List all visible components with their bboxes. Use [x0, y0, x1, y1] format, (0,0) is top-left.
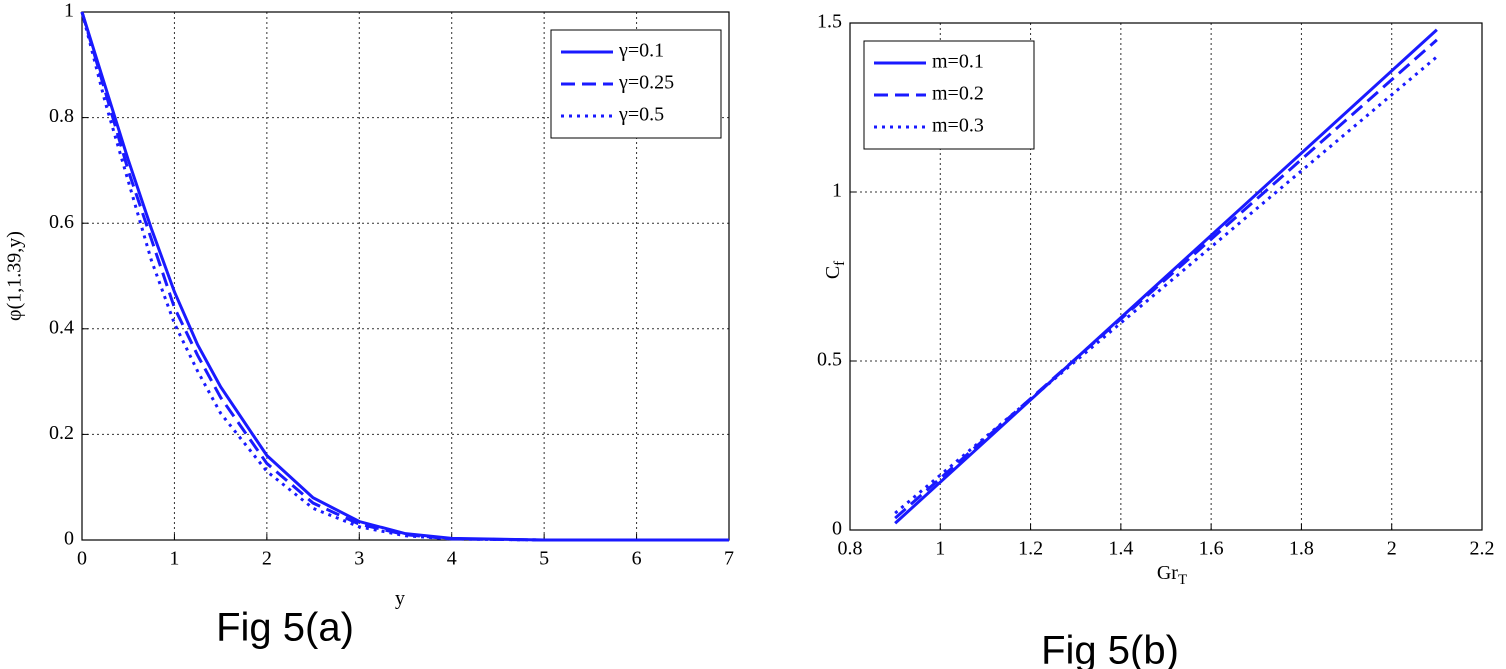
- series-line: [894, 55, 1438, 515]
- series-line: [894, 28, 1438, 525]
- x-axis-label: GrT: [1157, 562, 1187, 589]
- x-tick-label: 7: [724, 548, 734, 570]
- x-tick-label: 1.2: [1018, 538, 1043, 560]
- legend: m=0.1 m=0.2 m=0.3: [863, 40, 1035, 150]
- x-tick-label: 5: [539, 548, 549, 570]
- legend: γ=0.1 γ=0.25 γ=0.5: [550, 29, 722, 139]
- chart: 0.8 1 1.2 1.4 1.6 1.8 2 2.200.511.5m=0.1m=0.2m=…: [817, 11, 1495, 669]
- y-tick-label: 1: [64, 0, 74, 22]
- legend-label: γ=0.1: [618, 40, 664, 62]
- chart: 0 1 2 3 4 5 6 7 0 0.2 0.4 0.6 0.8 1 γ=0.1 γ=0.25 γ=0.5 y φ…: [4, 0, 734, 650]
- x-tick-label: 1: [935, 538, 945, 560]
- x-tick-label: 2: [1387, 538, 1397, 560]
- plot-frame: [81, 11, 730, 541]
- x-tick-label: 1.6: [1199, 538, 1224, 560]
- x-tick-label: 1.4: [1108, 538, 1133, 560]
- x-tick-label: 2: [262, 548, 272, 570]
- y-tick-label: 0: [64, 528, 74, 550]
- caption: Fig 5(a): [216, 606, 354, 650]
- x-tick-label: 1: [169, 548, 179, 570]
- x-tick-label: 3: [354, 548, 364, 570]
- legend-label: m=0.3: [932, 115, 984, 137]
- y-tick-label: 0.2: [49, 422, 74, 444]
- legend-box: [863, 40, 1035, 150]
- y-axis-label: φ(1,1.39,y): [4, 231, 26, 321]
- x-tick-label: 1.8: [1289, 538, 1314, 560]
- caption: Fig 5(b): [1041, 629, 1179, 669]
- legend-label: m=0.2: [932, 83, 984, 105]
- series-line: [894, 38, 1438, 520]
- y-axis-label-base: C: [822, 266, 844, 279]
- y-tick-label: 0.5: [817, 349, 842, 371]
- plot-frame: [849, 22, 1483, 531]
- y-tick-label: 0.8: [49, 105, 74, 127]
- x-tick-label: 0: [77, 548, 87, 570]
- y-tick-label: 0: [832, 518, 842, 540]
- legend-label: m=0.1: [932, 51, 984, 73]
- y-axis-label-subscript: f: [832, 261, 848, 266]
- x-tick-label: 0.8: [838, 538, 863, 560]
- x-tick-label: 2.2: [1470, 538, 1495, 560]
- y-axis-label: Cf: [822, 261, 849, 279]
- series-line: [80, 11, 729, 542]
- legend-label: γ=0.25: [618, 72, 674, 94]
- x-tick-label: 6: [632, 548, 642, 570]
- y-tick-label: 1.5: [817, 11, 842, 33]
- series-line: [80, 11, 729, 542]
- x-axis-label: y: [395, 588, 405, 610]
- y-tick-label: 0.4: [49, 316, 74, 338]
- y-tick-label: 0.6: [49, 211, 74, 233]
- y-tick-label: 1: [832, 180, 842, 202]
- legend-label: γ=0.5: [618, 104, 664, 126]
- legend-box: [550, 29, 722, 139]
- x-axis-label-base: Gr: [1157, 562, 1178, 584]
- x-tick-label: 4: [447, 548, 457, 570]
- x-axis-label-subscript: T: [1178, 572, 1187, 588]
